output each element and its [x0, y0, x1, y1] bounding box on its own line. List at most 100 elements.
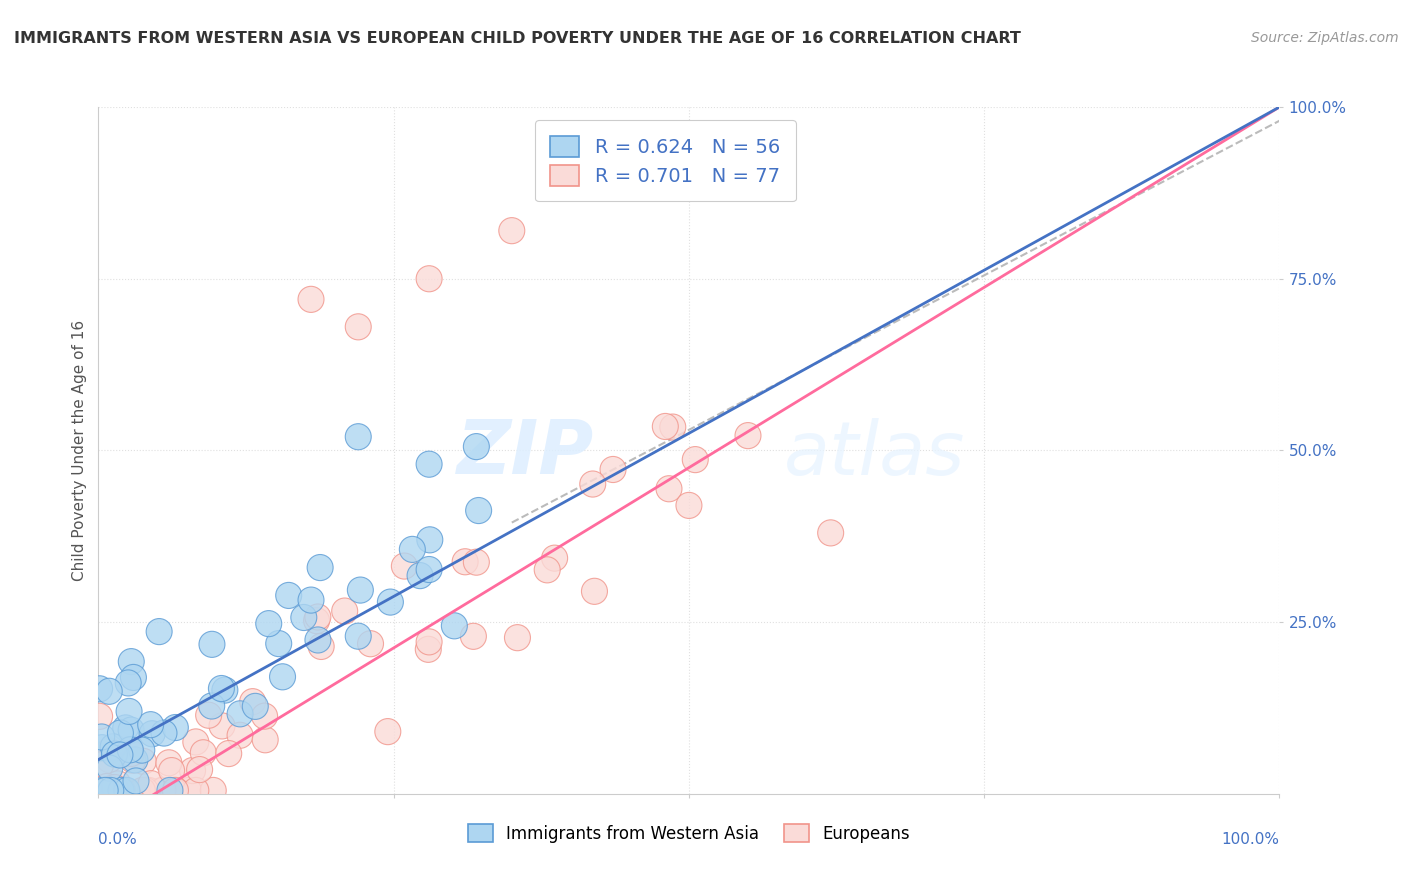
Ellipse shape: [122, 747, 148, 773]
Text: 0.0%: 0.0%: [98, 831, 138, 847]
Ellipse shape: [735, 423, 761, 449]
Ellipse shape: [657, 475, 682, 502]
Ellipse shape: [441, 613, 467, 639]
Ellipse shape: [304, 607, 329, 633]
Ellipse shape: [138, 712, 163, 738]
Ellipse shape: [209, 713, 235, 739]
Ellipse shape: [105, 771, 131, 797]
Ellipse shape: [107, 720, 134, 746]
Text: 100.0%: 100.0%: [1222, 831, 1279, 847]
Ellipse shape: [118, 717, 145, 743]
Ellipse shape: [98, 778, 124, 804]
Ellipse shape: [195, 702, 222, 728]
Ellipse shape: [183, 729, 209, 755]
Ellipse shape: [89, 778, 115, 804]
Ellipse shape: [579, 471, 606, 497]
Ellipse shape: [96, 778, 121, 804]
Ellipse shape: [110, 778, 135, 804]
Ellipse shape: [252, 703, 277, 729]
Ellipse shape: [101, 741, 128, 767]
Ellipse shape: [212, 677, 238, 703]
Ellipse shape: [159, 757, 184, 784]
Ellipse shape: [346, 424, 371, 450]
Ellipse shape: [270, 664, 295, 690]
Ellipse shape: [416, 527, 443, 553]
Ellipse shape: [682, 447, 709, 473]
Ellipse shape: [582, 578, 607, 605]
Ellipse shape: [305, 604, 330, 630]
Ellipse shape: [87, 703, 112, 730]
Ellipse shape: [136, 778, 162, 804]
Text: atlas: atlas: [783, 417, 965, 490]
Ellipse shape: [408, 563, 433, 589]
Ellipse shape: [228, 701, 253, 727]
Text: IMMIGRANTS FROM WESTERN ASIA VS EUROPEAN CHILD POVERTY UNDER THE AGE OF 16 CORRE: IMMIGRANTS FROM WESTERN ASIA VS EUROPEAN…: [14, 31, 1021, 46]
Ellipse shape: [298, 587, 323, 613]
Ellipse shape: [652, 413, 678, 440]
Ellipse shape: [89, 724, 115, 750]
Ellipse shape: [200, 632, 225, 657]
Ellipse shape: [190, 739, 217, 766]
Y-axis label: Child Poverty Under the Age of 16: Child Poverty Under the Age of 16: [72, 320, 87, 581]
Ellipse shape: [162, 714, 188, 740]
Ellipse shape: [150, 778, 176, 804]
Ellipse shape: [87, 676, 112, 702]
Ellipse shape: [94, 773, 120, 799]
Ellipse shape: [256, 611, 281, 637]
Ellipse shape: [464, 434, 489, 459]
Ellipse shape: [149, 778, 174, 804]
Ellipse shape: [100, 778, 127, 804]
Ellipse shape: [308, 633, 335, 659]
Ellipse shape: [332, 598, 357, 624]
Ellipse shape: [115, 670, 141, 696]
Text: ZIP: ZIP: [457, 417, 595, 491]
Ellipse shape: [156, 750, 181, 776]
Ellipse shape: [298, 286, 323, 312]
Ellipse shape: [377, 589, 404, 615]
Ellipse shape: [138, 771, 165, 797]
Ellipse shape: [399, 536, 426, 563]
Ellipse shape: [416, 266, 441, 292]
Ellipse shape: [87, 778, 112, 804]
Ellipse shape: [818, 520, 844, 546]
Ellipse shape: [90, 778, 115, 804]
Ellipse shape: [228, 723, 253, 748]
Ellipse shape: [150, 720, 177, 746]
Ellipse shape: [357, 631, 384, 657]
Ellipse shape: [104, 778, 131, 804]
Ellipse shape: [117, 737, 143, 763]
Ellipse shape: [307, 555, 333, 581]
Ellipse shape: [93, 778, 118, 804]
Ellipse shape: [291, 605, 316, 631]
Ellipse shape: [114, 778, 139, 804]
Ellipse shape: [180, 757, 205, 783]
Ellipse shape: [176, 778, 201, 804]
Ellipse shape: [97, 738, 122, 764]
Ellipse shape: [129, 737, 155, 764]
Ellipse shape: [347, 577, 374, 603]
Ellipse shape: [131, 748, 156, 774]
Ellipse shape: [108, 778, 134, 804]
Ellipse shape: [208, 675, 235, 702]
Ellipse shape: [121, 665, 146, 690]
Ellipse shape: [112, 778, 138, 804]
Ellipse shape: [160, 778, 187, 804]
Ellipse shape: [87, 778, 112, 804]
Ellipse shape: [460, 624, 486, 649]
Ellipse shape: [375, 719, 401, 745]
Ellipse shape: [276, 582, 302, 608]
Ellipse shape: [87, 752, 114, 778]
Ellipse shape: [187, 756, 212, 782]
Ellipse shape: [157, 778, 183, 804]
Ellipse shape: [242, 693, 269, 720]
Ellipse shape: [98, 778, 124, 804]
Ellipse shape: [163, 778, 188, 804]
Ellipse shape: [97, 778, 122, 804]
Legend: Immigrants from Western Asia, Europeans: Immigrants from Western Asia, Europeans: [456, 813, 922, 855]
Ellipse shape: [416, 557, 441, 582]
Ellipse shape: [266, 631, 291, 657]
Ellipse shape: [416, 629, 441, 655]
Ellipse shape: [118, 648, 145, 674]
Ellipse shape: [87, 778, 114, 804]
Ellipse shape: [89, 778, 114, 804]
